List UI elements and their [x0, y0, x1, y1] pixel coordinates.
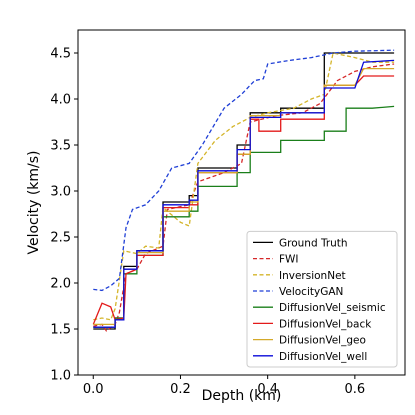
- legend-label: DiffusionVel_seismic: [279, 302, 386, 314]
- y-tick-label: 4.0: [50, 93, 71, 108]
- legend-label: DiffusionVel_geo: [279, 335, 366, 347]
- x-tick-label: 0.0: [83, 382, 104, 397]
- legend-label: VelocityGAN: [279, 286, 343, 298]
- legend-label: InversionNet: [279, 270, 346, 282]
- y-axis-label: Velocity (km/s): [26, 150, 42, 254]
- x-axis-ticks: 0.0 0.2 0.4 0.6: [83, 375, 365, 397]
- legend-label: Ground Truth: [279, 237, 348, 249]
- series-line-7: [93, 59, 395, 328]
- y-axis-ticks: 1.0 1.5 2.0 2.5 3.0 3.5 4.0 4.5: [50, 47, 78, 384]
- legend-label: FWI: [279, 254, 299, 266]
- y-tick-label: 1.0: [50, 369, 71, 384]
- plot-lines: [92, 49, 395, 332]
- x-tick-label: 0.6: [345, 382, 366, 397]
- legend: Ground Truth FWI InversionNet VelocityGAN Di…: [246, 230, 398, 368]
- y-tick-label: 1.5: [50, 323, 71, 338]
- legend-box: [246, 230, 398, 368]
- x-tick-label: 0.2: [170, 382, 191, 397]
- y-tick-label: 2.0: [50, 277, 71, 292]
- legend-label: DiffusionVel_back: [279, 318, 372, 330]
- x-tick-label: 0.4: [257, 382, 278, 397]
- series-line-2: [93, 52, 395, 321]
- y-tick-label: 4.5: [50, 47, 71, 62]
- legend-label: DiffusionVel_well: [279, 351, 367, 363]
- y-tick-label: 3.5: [50, 139, 71, 154]
- series-line-3: [93, 49, 395, 292]
- x-axis-label: Depth (km): [202, 388, 282, 404]
- y-tick-label: 2.5: [50, 231, 71, 246]
- plot-frame: [77, 29, 406, 376]
- y-tick-label: 3.0: [50, 185, 71, 200]
